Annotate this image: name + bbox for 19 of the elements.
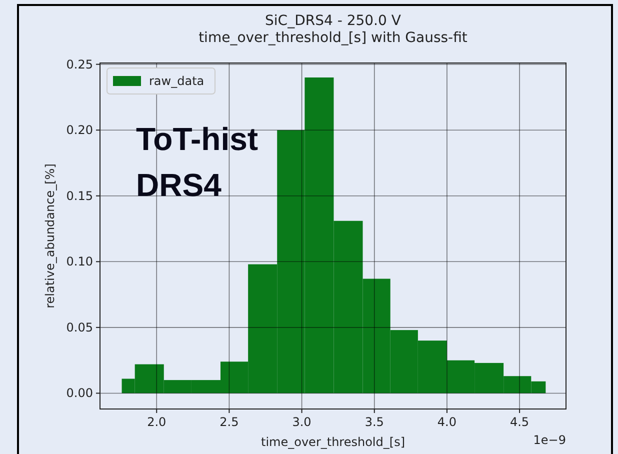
x-tick-label: 2.0	[147, 415, 166, 429]
x-tick-label: 3.5	[364, 415, 384, 429]
x-tick-label: 3.0	[292, 415, 312, 429]
x-axis-title: time_over_threshold_[s]	[261, 435, 405, 449]
text: 1e−9	[533, 433, 566, 447]
y-tick-label: 0.20	[66, 123, 93, 138]
x-tick-label: 4.0	[437, 415, 457, 429]
chart-subtitle: time_over_threshold_[s] with Gauss-fit	[198, 30, 468, 46]
x-tick-label: 4.5	[510, 415, 530, 429]
y-axis-title: relative_abundance_[%]	[43, 164, 57, 308]
x-tick-label: 2.5	[220, 415, 239, 429]
legend-label: raw_data	[149, 74, 204, 88]
y-tick-label: 0.00	[66, 386, 93, 400]
y-tick-label: 0.05	[66, 320, 93, 334]
y-tick-label: 0.15	[66, 188, 93, 203]
y-tick-label: 0.10	[66, 254, 93, 269]
y-tick-label: 0.25	[66, 57, 93, 72]
annotation: ToT-hist DRS4	[136, 121, 258, 203]
chart-title: SiC_DRS4 - 250.0 V	[265, 13, 402, 29]
